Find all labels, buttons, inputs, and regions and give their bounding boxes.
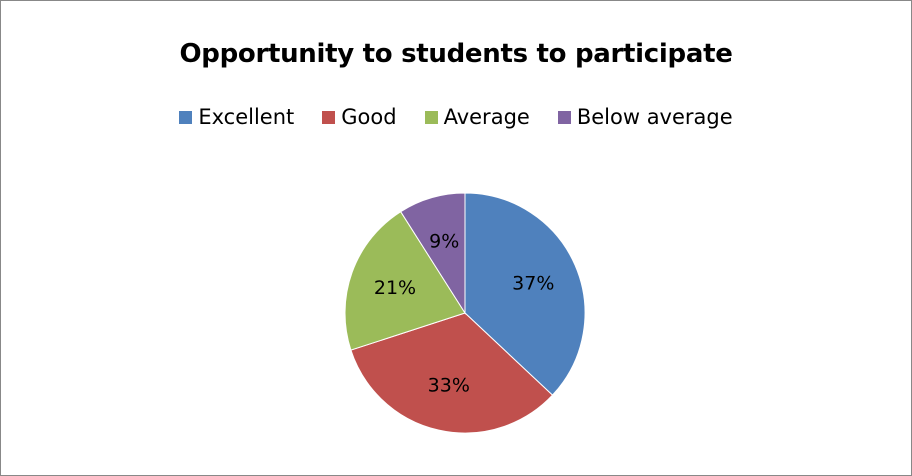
data-label-below-average: 9% [429,231,459,253]
data-label-good: 33% [428,375,470,397]
legend-item-average: Average [424,105,530,129]
legend-item-excellent: Excellent [179,105,294,129]
legend-label-average: Average [443,105,530,129]
chart-title: Opportunity to students to participate [179,39,733,69]
legend-item-good: Good [322,105,397,129]
legend-swatch-excellent [179,110,193,124]
legend-label-good: Good [341,105,397,129]
legend-item-below-average: Below average [557,105,733,129]
pie-slice-excellent [464,192,586,396]
pie-slice-average [344,210,466,351]
pie-slice-below-average [400,192,466,315]
data-label-average: 21% [374,277,416,299]
legend-label-excellent: Excellent [198,105,295,129]
legend-label-below-average: Below average [576,105,733,129]
chart-legend: Excellent Good Average Below average [1,105,911,129]
legend-swatch-good [322,110,336,124]
legend-swatch-average [424,110,438,124]
pie-slice-good [350,312,554,434]
legend-swatch-below-average [557,110,571,124]
data-label-excellent: 37% [512,272,554,294]
